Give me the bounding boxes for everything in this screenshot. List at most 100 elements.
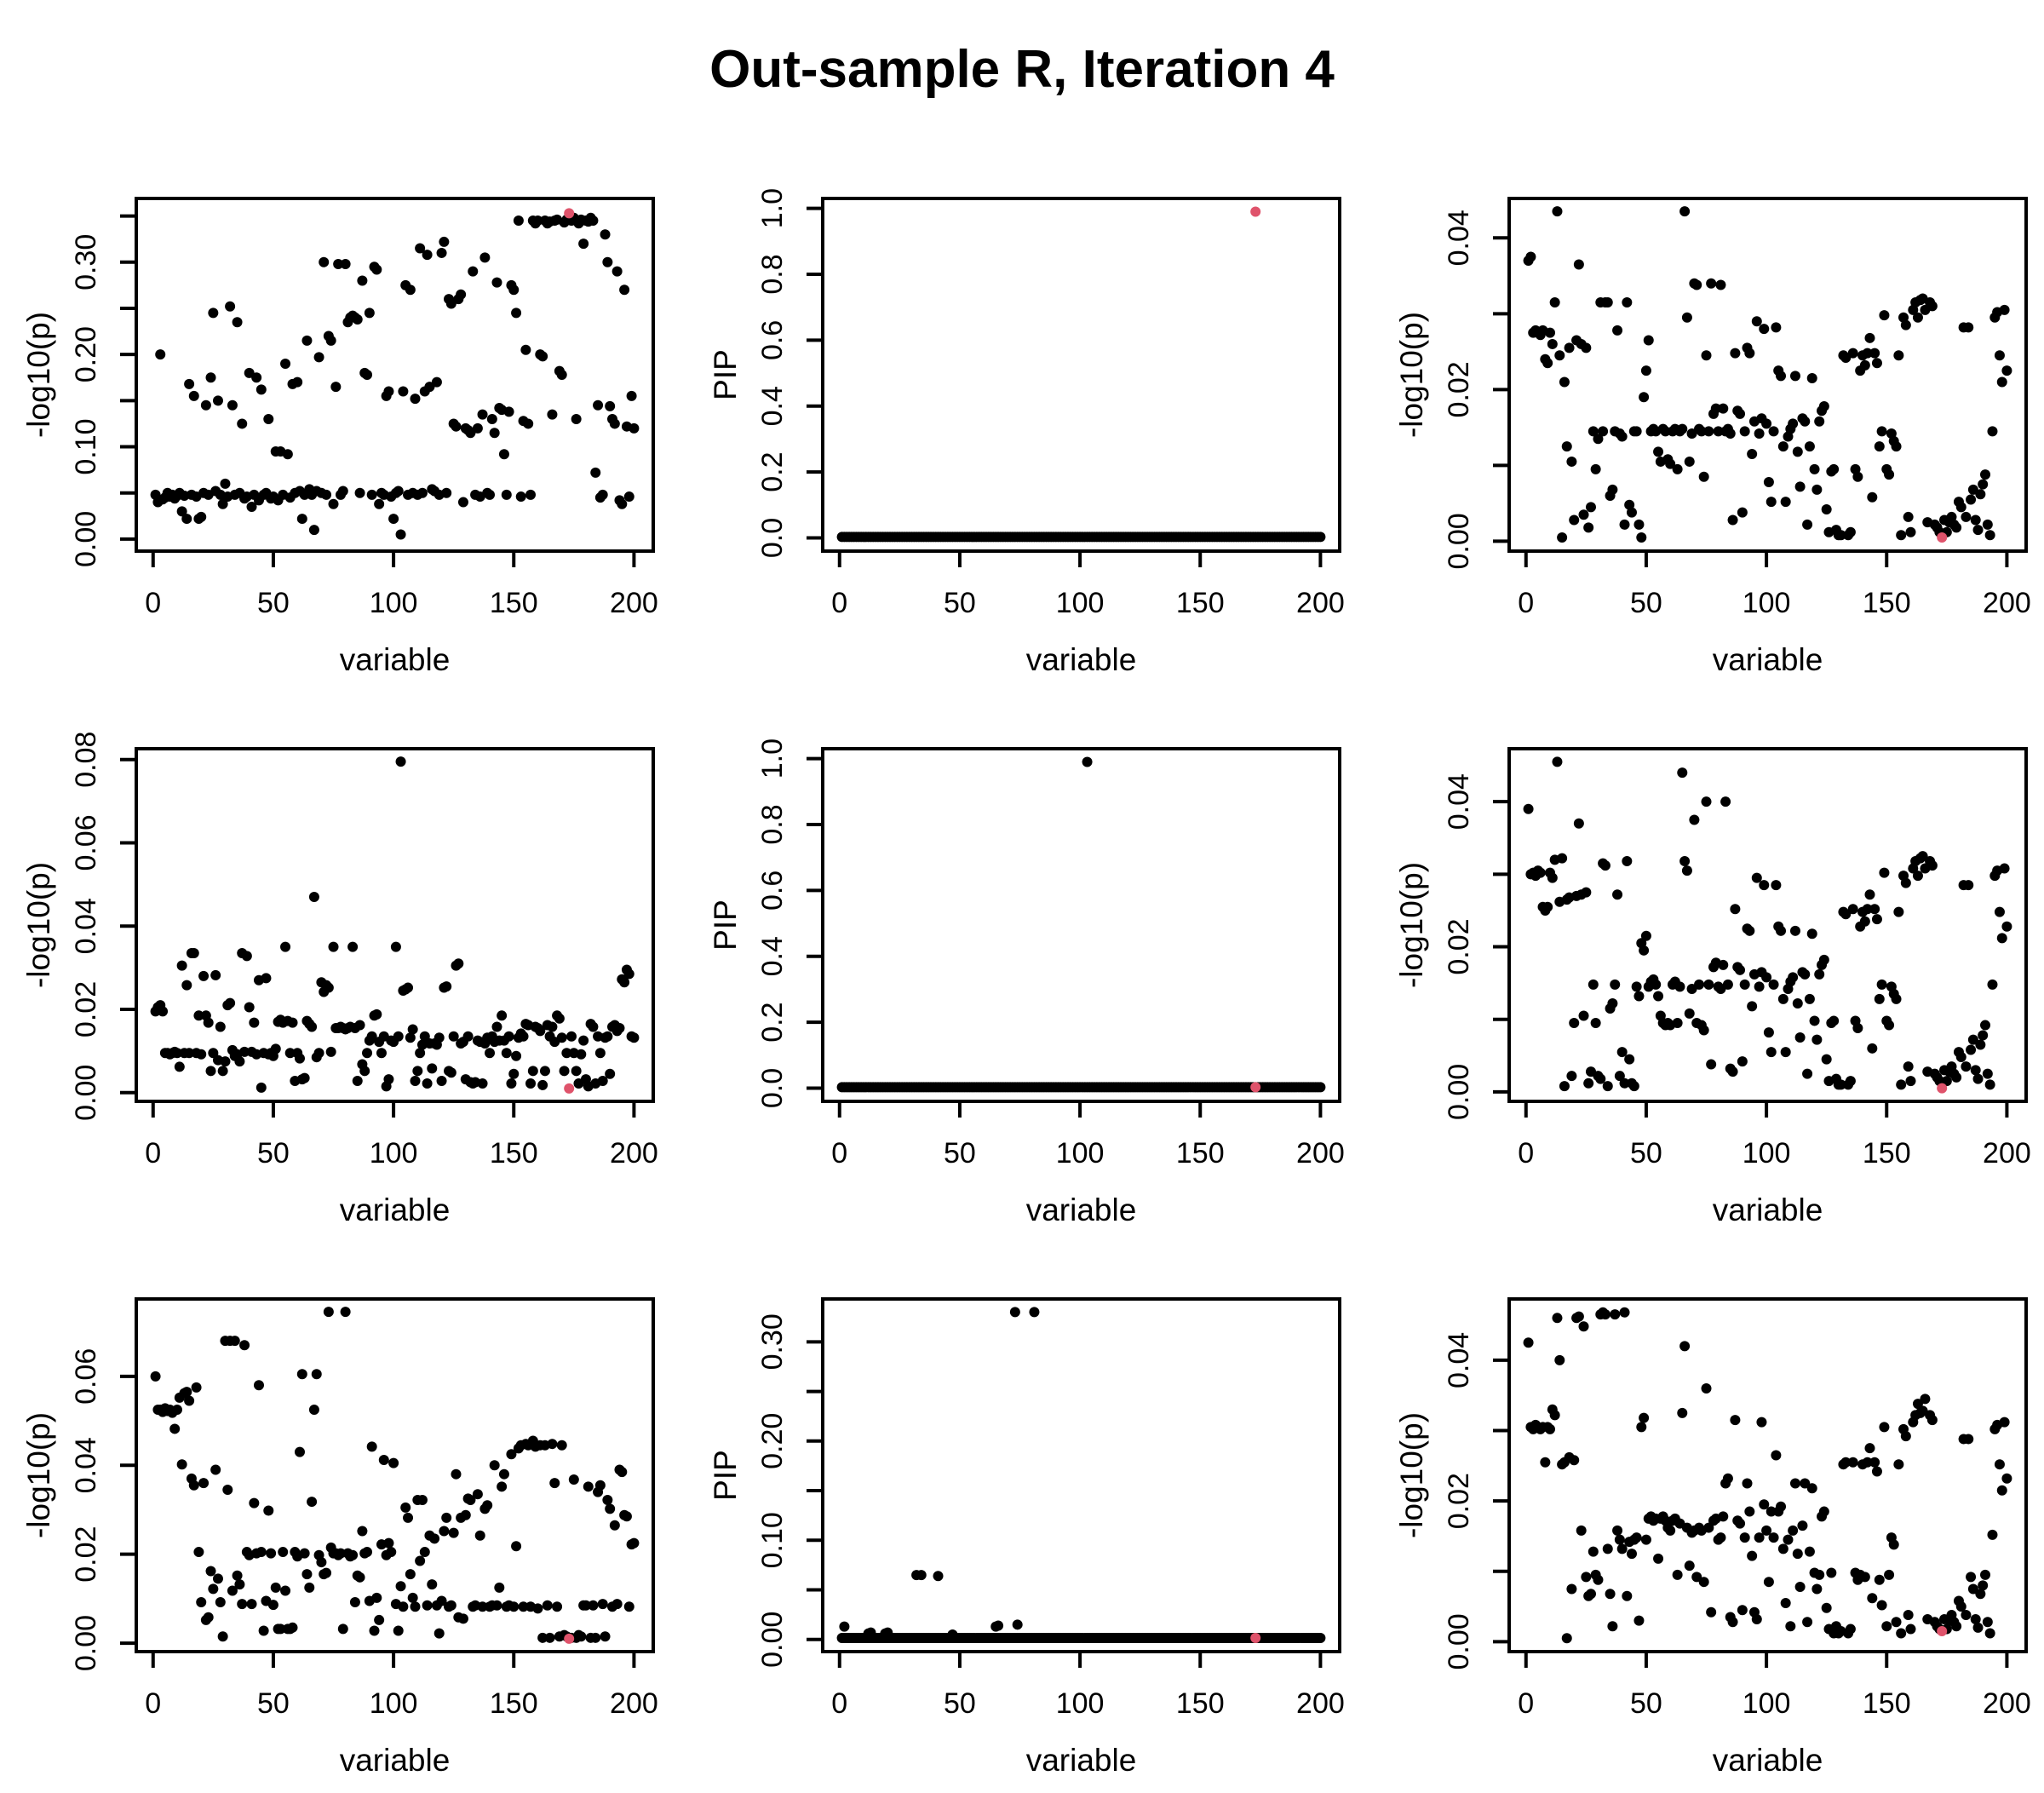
data-point [1975, 489, 1986, 500]
data-point [169, 1423, 181, 1434]
data-point [1879, 867, 1890, 878]
data-point [416, 487, 428, 498]
data-point [1804, 1546, 1815, 1557]
highlight-point [1250, 1082, 1261, 1093]
data-point [518, 1031, 529, 1042]
data-point [203, 1017, 214, 1028]
data-point [333, 258, 344, 269]
x-tick-label: 0 [831, 1687, 847, 1720]
data-point [212, 395, 223, 406]
data-point [1612, 1525, 1623, 1536]
data-point [1967, 1034, 1978, 1045]
data-point [1891, 441, 1902, 452]
data-point [597, 1599, 608, 1610]
data-point [600, 1631, 611, 1642]
data-point [362, 1547, 373, 1558]
data-point [1874, 993, 1885, 1004]
data-point [1859, 1572, 1870, 1583]
x-tick-label: 0 [145, 1137, 161, 1169]
data-point [429, 1533, 440, 1544]
y-tick-label: 0.00 [1443, 513, 1475, 569]
data-point [1573, 818, 1584, 829]
data-point [1771, 880, 1782, 891]
data-point [1640, 365, 1651, 376]
data-point [1864, 889, 1875, 900]
data-point [1605, 1589, 1616, 1600]
panel-r2c3: 0 50 100 150 200 0.00 0.02 0.04 variable -log10(p… [1394, 747, 2031, 1227]
data-point [1763, 1027, 1774, 1038]
data-point [453, 958, 464, 969]
data-point [308, 525, 319, 536]
data-point [403, 1512, 414, 1523]
data-point [1867, 1043, 1878, 1054]
data-point [1681, 312, 1692, 323]
y-axis-label: PIP [708, 899, 743, 951]
data-point [1557, 853, 1568, 864]
x-axis-label: variable [340, 1192, 451, 1227]
x-axis-label: variable [1026, 1743, 1137, 1778]
data-point [1725, 428, 1736, 439]
y-tick-label: 0.06 [70, 814, 102, 871]
data-point [537, 1079, 548, 1090]
data-point [335, 1548, 346, 1559]
data-point [217, 1066, 228, 1077]
data-point [1967, 1583, 1978, 1595]
data-point [527, 1066, 538, 1077]
data-point [491, 1021, 502, 1032]
data-point [256, 384, 267, 395]
x-tick-label: 100 [1056, 587, 1105, 619]
data-point [1777, 441, 1788, 452]
data-point [1722, 979, 1733, 990]
data-point [489, 1460, 500, 1471]
data-point [1869, 348, 1880, 359]
data-point [325, 335, 336, 346]
plot-box [821, 1297, 1341, 1653]
data-point [427, 1063, 438, 1074]
data-point [1643, 335, 1654, 346]
data-point [617, 1467, 628, 1478]
data-point [1788, 1525, 1799, 1536]
data-point [1588, 426, 1599, 437]
data-point [1544, 327, 1555, 338]
data-point [619, 977, 630, 988]
data-point [196, 511, 207, 522]
data-point [1888, 1539, 1899, 1550]
data-point [1792, 446, 1803, 457]
data-point [1771, 1450, 1782, 1461]
data-point [1633, 991, 1645, 1002]
data-point [1672, 1569, 1683, 1580]
data-point [498, 449, 509, 460]
data-point [280, 358, 291, 369]
data-point [1809, 1015, 1820, 1026]
data-point [1955, 1052, 1966, 1063]
data-point [1679, 206, 1691, 217]
data-point [308, 1404, 319, 1415]
data-point [1879, 310, 1890, 321]
data-point [1653, 1553, 1664, 1564]
data-point [196, 1597, 207, 1608]
data-point [445, 1067, 456, 1078]
highlight-point [564, 1083, 575, 1094]
data-point [171, 1404, 182, 1415]
data-point [296, 514, 307, 525]
data-point [1794, 481, 1806, 492]
data-point [1557, 532, 1568, 543]
data-point [532, 1603, 543, 1614]
y-axis-label: -log10(p) [21, 862, 56, 988]
y-tick-label: 0.00 [70, 1065, 102, 1121]
data-point [539, 1066, 550, 1077]
panel-r3c2: 0 50 100 150 200 0.00 0.10 0.20 0.30 variable PIP [708, 1297, 1345, 1778]
data-point [1766, 1506, 1777, 1517]
outlier-point [1009, 1307, 1020, 1318]
data-point [1742, 1478, 1753, 1489]
data-point [549, 1478, 560, 1489]
data-point [246, 501, 257, 512]
data-point [525, 489, 537, 500]
data-point [629, 1537, 640, 1549]
data-point [1619, 519, 1630, 530]
data-point [1561, 1633, 1572, 1644]
data-point [1999, 304, 2010, 315]
data-point [1727, 1066, 1738, 1078]
data-point [571, 1066, 582, 1077]
